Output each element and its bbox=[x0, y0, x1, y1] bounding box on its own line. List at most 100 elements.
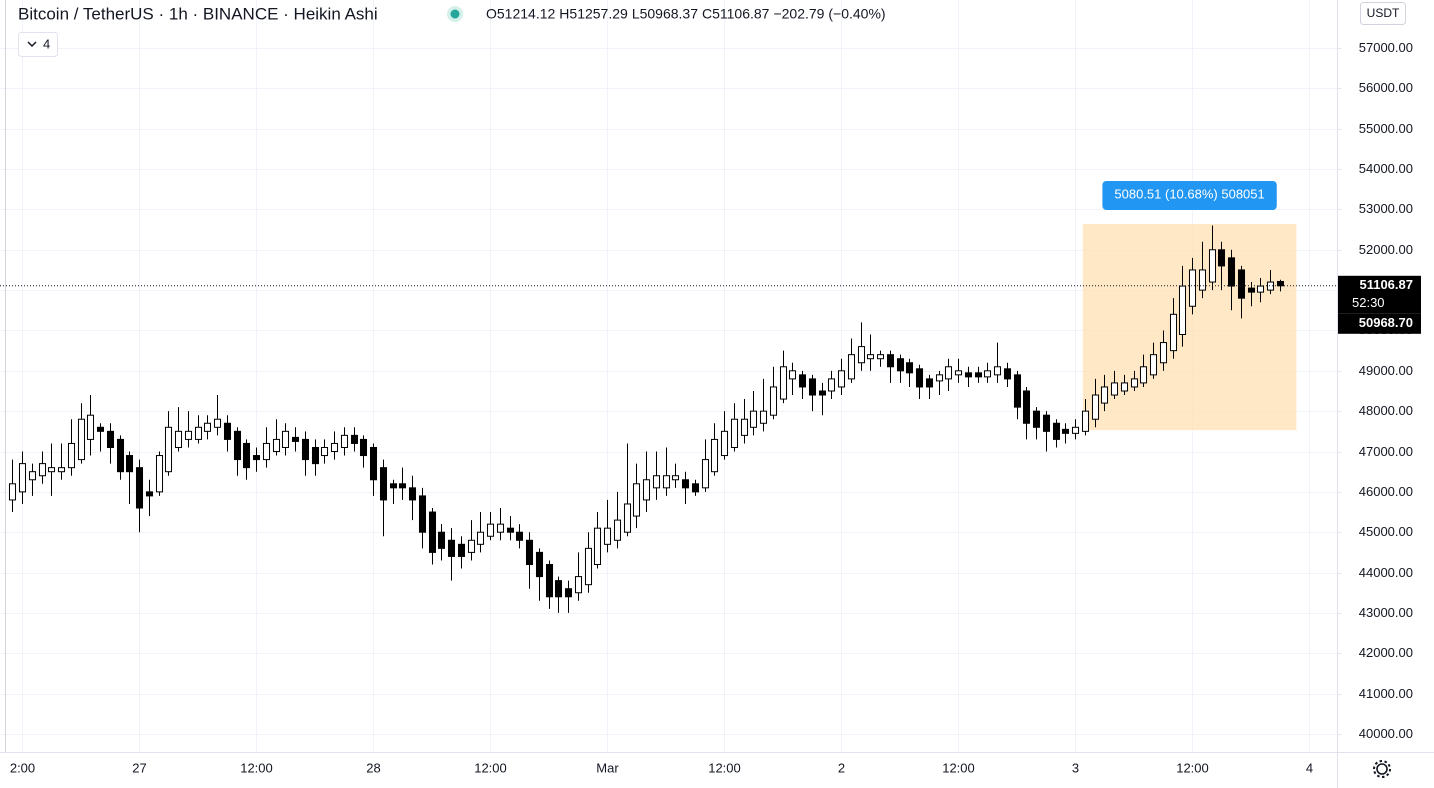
candle-body bbox=[1091, 394, 1100, 420]
candle-body bbox=[486, 523, 495, 537]
candle-body bbox=[759, 410, 768, 424]
candle-body bbox=[964, 372, 973, 378]
candle-body bbox=[662, 475, 671, 489]
candle-body bbox=[1149, 354, 1158, 376]
candle-body bbox=[1227, 257, 1236, 287]
candle-body bbox=[827, 378, 836, 392]
x-tick-label: 28 bbox=[366, 760, 380, 775]
candle-body bbox=[18, 463, 27, 493]
candle-body bbox=[1169, 313, 1178, 352]
candle-body bbox=[1120, 382, 1129, 392]
candle-body bbox=[691, 483, 700, 493]
chevron[interactable] bbox=[27, 41, 37, 48]
legend-item: −202.79 (−0.40%) bbox=[773, 6, 885, 22]
candle-body bbox=[798, 374, 807, 388]
candle-body bbox=[457, 543, 466, 557]
x-tick-label: 2 bbox=[838, 760, 845, 775]
candle-body bbox=[535, 551, 544, 578]
currency-box[interactable] bbox=[1360, 2, 1406, 25]
candle-body bbox=[28, 471, 37, 481]
candle-body bbox=[1217, 249, 1226, 267]
gear-ring[interactable] bbox=[1376, 763, 1388, 775]
candle-body bbox=[515, 531, 524, 541]
y-tick-label: 52000.00 bbox=[1359, 242, 1413, 257]
x-tick-label: 27 bbox=[132, 760, 146, 775]
candle-body bbox=[1110, 382, 1119, 396]
candle-body bbox=[954, 370, 963, 376]
candle-body bbox=[740, 418, 749, 436]
candle-body bbox=[1061, 428, 1070, 434]
gear-teeth[interactable] bbox=[1373, 760, 1391, 778]
candle-body bbox=[447, 539, 456, 557]
candle-body bbox=[428, 511, 437, 553]
candle-body bbox=[876, 354, 885, 360]
indicators-toggle[interactable]: 4 bbox=[18, 32, 58, 57]
candle-body bbox=[818, 390, 827, 396]
ohlc-legend: O51214.12 H51257.29 L50968.37 C51106.87 −202… bbox=[486, 6, 886, 22]
candle-body bbox=[359, 438, 368, 457]
measure-range bbox=[1082, 223, 1297, 431]
candle-body bbox=[1130, 378, 1139, 388]
candle-body bbox=[213, 418, 222, 428]
candle-body bbox=[1052, 422, 1061, 440]
candle-body bbox=[1081, 410, 1090, 432]
candle-body bbox=[944, 366, 953, 380]
candle-body bbox=[96, 426, 105, 432]
candle-body bbox=[1198, 269, 1207, 291]
candle-body bbox=[496, 523, 505, 533]
candle-body bbox=[389, 483, 398, 489]
candle-body bbox=[808, 378, 817, 396]
candle-body bbox=[1032, 410, 1041, 428]
candle-body bbox=[1042, 414, 1051, 432]
candle-body bbox=[291, 436, 300, 442]
candle-body bbox=[886, 354, 895, 368]
candles bbox=[8, 225, 1285, 613]
candle-body bbox=[1266, 281, 1275, 291]
candle-body bbox=[613, 519, 622, 541]
candle-body bbox=[925, 378, 934, 388]
candle-body bbox=[905, 362, 914, 374]
x-tick-label: 12:00 bbox=[240, 760, 273, 775]
candle-body bbox=[866, 354, 875, 360]
candle-body bbox=[233, 430, 242, 461]
second-price-label: 50968.70 bbox=[1359, 315, 1413, 330]
candle-body bbox=[281, 430, 290, 448]
toggle-box[interactable] bbox=[18, 32, 58, 57]
candle-body bbox=[116, 438, 125, 473]
currency[interactable]: USDT bbox=[1367, 6, 1400, 20]
candle-body bbox=[135, 467, 144, 509]
candle-body bbox=[125, 455, 134, 473]
x-tick-label: 12:00 bbox=[474, 760, 507, 775]
candle-body bbox=[1276, 280, 1285, 287]
candle-body bbox=[623, 503, 632, 533]
candle-body bbox=[701, 459, 710, 489]
candle-body bbox=[145, 491, 154, 497]
candle-body bbox=[155, 455, 164, 493]
candle-body bbox=[1139, 366, 1148, 384]
candle-body bbox=[730, 418, 739, 448]
candle-body bbox=[418, 495, 427, 533]
candle-body bbox=[340, 434, 349, 448]
candle-body bbox=[974, 372, 983, 378]
candle-body bbox=[467, 539, 476, 553]
candle-body bbox=[1071, 426, 1080, 434]
indicator-count[interactable]: 4 bbox=[43, 36, 50, 51]
candle-body bbox=[545, 563, 554, 598]
settings-gear[interactable] bbox=[1373, 760, 1391, 778]
x-tick-label: 2:00 bbox=[10, 760, 35, 775]
candle-body bbox=[1188, 269, 1197, 307]
candle-body bbox=[437, 531, 446, 549]
y-tick-label: 54000.00 bbox=[1359, 161, 1413, 176]
candle-body bbox=[408, 487, 417, 501]
candle-body bbox=[1100, 386, 1109, 404]
candle-body bbox=[652, 475, 661, 489]
y-tick-label: 56000.00 bbox=[1359, 80, 1413, 95]
second-price-box bbox=[1338, 313, 1421, 334]
candle-body bbox=[837, 370, 846, 388]
y-tick-label: 53000.00 bbox=[1359, 201, 1413, 216]
candle-body bbox=[164, 426, 173, 473]
candle-body bbox=[57, 467, 66, 473]
candle-body bbox=[506, 527, 515, 533]
